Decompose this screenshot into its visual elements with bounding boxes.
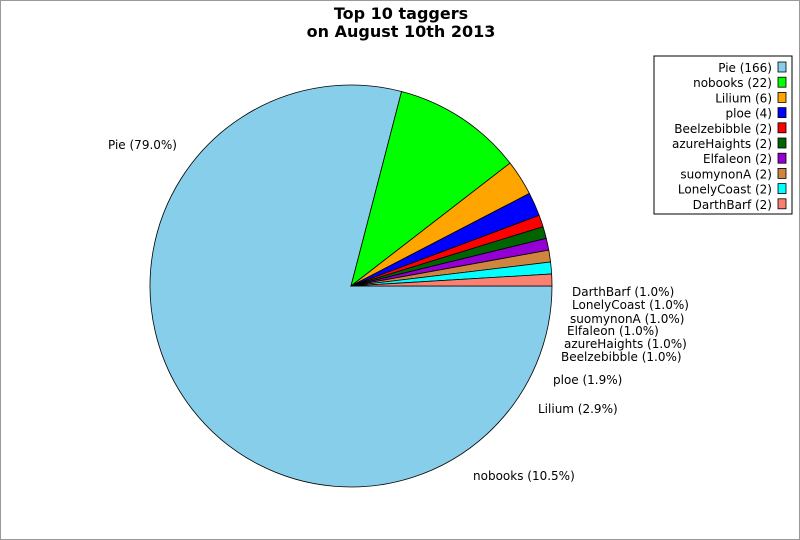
legend-label-lilium: Lilium (6) (715, 91, 772, 105)
slice-label-beelzebibble: Beelzebibble (1.0%) (561, 350, 682, 364)
slice-label-nobooks: nobooks (10.5%) (473, 469, 575, 483)
pie-slice-nobooks (350, 90, 511, 288)
legend-swatch-ploe (777, 107, 787, 118)
slice-label-suomynona: suomynonA (1.0%) (570, 312, 684, 326)
legend-swatch-elfaleon (777, 152, 787, 164)
slice-labels: Pie (79.0%) nobooks (10.5%) Lilium (2.9%) p… (108, 138, 689, 483)
legend-label-darthbarf: DarthBarf (2) (693, 198, 772, 212)
legend-label-elfaleon: Elfaleon (2) (703, 152, 772, 166)
chart-title-line-2: on August 10th 2013 (307, 22, 496, 41)
slice-label-lonelycoast: LonelyCoast (1.0%) (572, 298, 689, 312)
legend-label-beelzebibble: Beelzebibble (2) (674, 122, 772, 136)
slice-label-lilium: Lilium (2.9%) (538, 402, 618, 416)
slice-label-darthbarf: DarthBarf (1.0%) (572, 285, 674, 299)
legend-swatch-suomynona (777, 167, 787, 179)
slice-label-ploe: ploe (1.9%) (553, 373, 622, 387)
legend-label-lonelycoast: LonelyCoast (2) (678, 183, 772, 197)
legend-swatch-lilium (777, 92, 787, 103)
slice-label-pie: Pie (79.0%) (108, 138, 177, 152)
pie-slices (149, 84, 553, 488)
legend: Pie (166)nobooks (22)Lilium (6) ploe (4)B… (653, 55, 793, 215)
legend-swatch-nobooks (777, 76, 787, 88)
slice-label-elfaleon: Elfaleon (1.0%) (567, 324, 659, 338)
legend-label-azurehaights: azureHaights (2) (672, 137, 772, 151)
legend-swatch-lonelycoast (777, 183, 787, 195)
pie-slice-darthbarf (350, 273, 553, 287)
legend-swatch-beelzebibble (777, 122, 787, 134)
legend-label-nobooks: nobooks (22) (693, 76, 772, 90)
legend-swatch-pie (777, 61, 787, 73)
legend-swatch-darthbarf (777, 198, 787, 210)
legend-label-pie: Pie (166) (718, 61, 772, 75)
legend-label-ploe: ploe (4) (726, 107, 773, 121)
chart-title-line-1: Top 10 taggers (334, 4, 468, 23)
legend-label-suomynona: suomynonA (2) (680, 167, 772, 181)
slice-label-azurehaights: azureHaights (1.0%) (564, 337, 687, 351)
legend-swatch-azurehaights (777, 137, 787, 149)
legend-box (653, 55, 793, 215)
